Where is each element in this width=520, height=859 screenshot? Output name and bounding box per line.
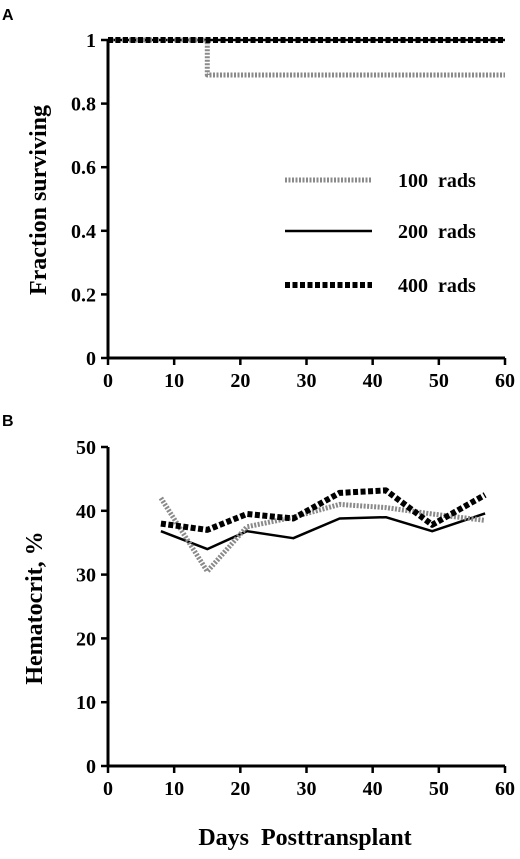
panel-b-y-tick-label: 50 [76,437,96,459]
panel-b-y-tick-label: 0 [86,756,96,778]
panel-b-x-tick-label: 20 [230,778,250,800]
panel-a-x-tick-label: 20 [230,370,250,392]
panel-b-y-tick-label: 10 [76,692,96,714]
panel-b-x-tick-label: 40 [363,778,383,800]
panel-a-legend-label-200-rads: 200 rads [398,221,476,243]
panel-b-x-tick-label: 50 [429,778,449,800]
panel-b-letter: B [2,413,14,430]
panel-a-legend-label-400-rads: 400 rads [398,275,476,297]
panel-a-letter: A [2,7,14,24]
panel-b-series-400-rads-line [160,487,487,533]
panel-a-legend-label-100-rads: 100 rads [398,170,476,192]
panel-a-y-tick-label: 0.8 [71,94,96,116]
panel-b-y-tick-label: 20 [76,628,96,650]
panel-b-y-axis-title: Hematocrit, % [22,531,48,684]
panel-b-x-tick-label: 0 [103,778,113,800]
panel-a-x-tick-label: 60 [495,370,515,392]
panel-a-x-tick-label: 50 [429,370,449,392]
panel-a-series-100-rads-line [108,37,505,78]
panel-a-y-tick-label: 1 [86,30,96,52]
panel-a-x-tick-label: 0 [103,370,113,392]
panel-b-chart: 0 10 20 30 40 50 60 0 10 20 30 40 50 [76,437,515,800]
panel-a-x-tick-label: 40 [363,370,383,392]
panel-b-x-axis-title: Days Posttransplant [198,825,411,851]
panel-b-series-100-rads-line [158,496,486,574]
panel-a-y-tick-label: 0.2 [71,284,96,306]
panel-b-x-tick-label: 60 [495,778,515,800]
panel-b-series-200-rads-line [160,512,486,551]
panel-a-chart: 0 10 20 30 40 50 60 0 0.2 0.4 0.6 0.8 1 100 rads 200 r… [71,30,515,392]
panel-a-y-tick-label: 0 [86,348,96,370]
panel-b-y-tick-label: 30 [76,565,96,587]
panel-a-y-axis-title: Fraction surviving [26,105,52,295]
panel-b-y-tick-label: 40 [76,501,96,523]
panel-a-y-tick-label: 0.4 [71,221,96,243]
panel-b-x-tick-label: 30 [297,778,317,800]
panel-b-x-tick-label: 10 [164,778,184,800]
panel-a-y-tick-label: 0.6 [71,157,96,179]
panel-a-x-tick-label: 10 [164,370,184,392]
panel-a-x-tick-label: 30 [297,370,317,392]
